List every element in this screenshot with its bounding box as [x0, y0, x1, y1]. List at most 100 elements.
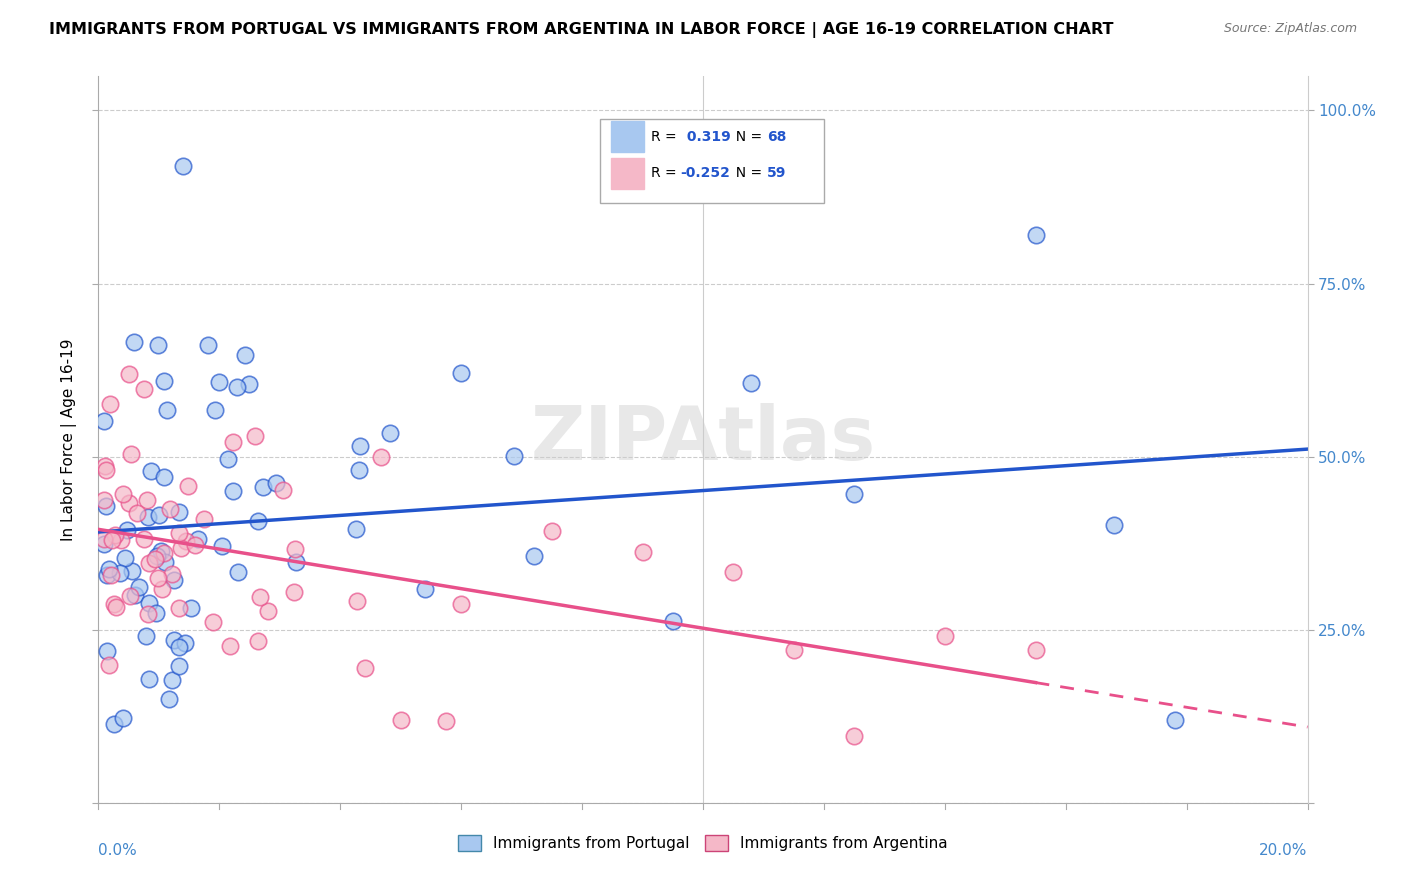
Point: [243, 429, 266, 443]
Point: [145, 606, 167, 620]
Point: [167, 525, 190, 540]
Point: [187, 532, 209, 546]
Point: [256, 603, 278, 617]
Point: [450, 366, 472, 380]
Point: [134, 532, 156, 546]
Point: [114, 551, 136, 566]
Point: [153, 546, 176, 560]
Point: [247, 634, 270, 648]
Point: [450, 597, 472, 611]
Point: [934, 628, 956, 642]
Point: [204, 402, 226, 417]
Point: [176, 479, 198, 493]
Point: [162, 567, 184, 582]
Point: [93, 493, 115, 508]
Point: [169, 505, 191, 519]
Point: [150, 544, 173, 558]
Point: [844, 730, 866, 744]
Point: [120, 447, 142, 461]
Point: [353, 661, 375, 675]
Point: [96, 644, 118, 658]
Point: [174, 533, 197, 548]
Point: [238, 376, 260, 391]
Text: R =: R =: [651, 129, 681, 144]
Point: [283, 542, 305, 557]
Point: [197, 338, 219, 352]
Text: 20.0%: 20.0%: [1260, 843, 1308, 858]
Point: [389, 713, 412, 727]
Point: [153, 470, 176, 484]
Point: [540, 524, 562, 538]
Point: [523, 549, 546, 563]
Point: [740, 376, 762, 391]
FancyBboxPatch shape: [612, 121, 644, 152]
Point: [138, 556, 160, 570]
Point: [349, 439, 371, 453]
Point: [723, 565, 745, 579]
Point: [93, 458, 115, 473]
Point: [94, 463, 117, 477]
Point: [285, 555, 308, 569]
Point: [159, 502, 181, 516]
Point: [193, 511, 215, 525]
Point: [167, 640, 190, 654]
Point: [1163, 713, 1185, 727]
Point: [96, 568, 118, 582]
Point: [783, 643, 806, 657]
Point: [150, 582, 173, 596]
Point: [170, 541, 193, 555]
Point: [167, 601, 190, 615]
Point: [226, 566, 249, 580]
Point: [103, 597, 125, 611]
Point: [172, 159, 194, 173]
Point: [103, 717, 125, 731]
Point: [101, 533, 124, 547]
Point: [246, 514, 269, 528]
Point: [143, 551, 166, 566]
Point: [146, 338, 169, 352]
Text: -0.252: -0.252: [681, 167, 730, 180]
Text: N =: N =: [727, 167, 766, 180]
Point: [661, 614, 683, 628]
Point: [93, 532, 115, 546]
Point: [100, 567, 122, 582]
Point: [502, 449, 524, 463]
Point: [631, 545, 654, 559]
FancyBboxPatch shape: [612, 158, 644, 189]
Point: [180, 601, 202, 615]
Point: [145, 549, 167, 563]
Y-axis label: In Labor Force | Age 16-19: In Labor Force | Age 16-19: [60, 338, 77, 541]
Point: [98, 397, 121, 411]
Text: Source: ZipAtlas.com: Source: ZipAtlas.com: [1223, 22, 1357, 36]
Point: [264, 476, 287, 491]
Point: [148, 508, 170, 523]
Text: R =: R =: [651, 167, 681, 180]
Text: ZIPAtlas: ZIPAtlas: [530, 403, 876, 475]
Point: [93, 414, 115, 428]
Point: [125, 506, 148, 520]
Point: [1024, 643, 1046, 657]
Point: [104, 528, 127, 542]
Point: [118, 496, 141, 510]
Point: [167, 659, 190, 673]
Point: [110, 533, 132, 548]
Text: 0.0%: 0.0%: [98, 843, 138, 858]
Point: [135, 492, 157, 507]
Point: [93, 537, 115, 551]
Point: [163, 573, 186, 587]
Point: [136, 607, 159, 621]
Point: [184, 538, 207, 552]
Point: [222, 434, 245, 449]
Point: [235, 348, 257, 362]
Point: [139, 464, 162, 478]
Point: [844, 487, 866, 501]
Point: [97, 562, 120, 576]
Point: [132, 382, 155, 396]
Point: [117, 367, 139, 381]
Point: [163, 633, 186, 648]
FancyBboxPatch shape: [600, 120, 824, 203]
Point: [370, 450, 392, 464]
Point: [283, 585, 305, 599]
Point: [112, 487, 135, 501]
Point: [434, 714, 457, 728]
